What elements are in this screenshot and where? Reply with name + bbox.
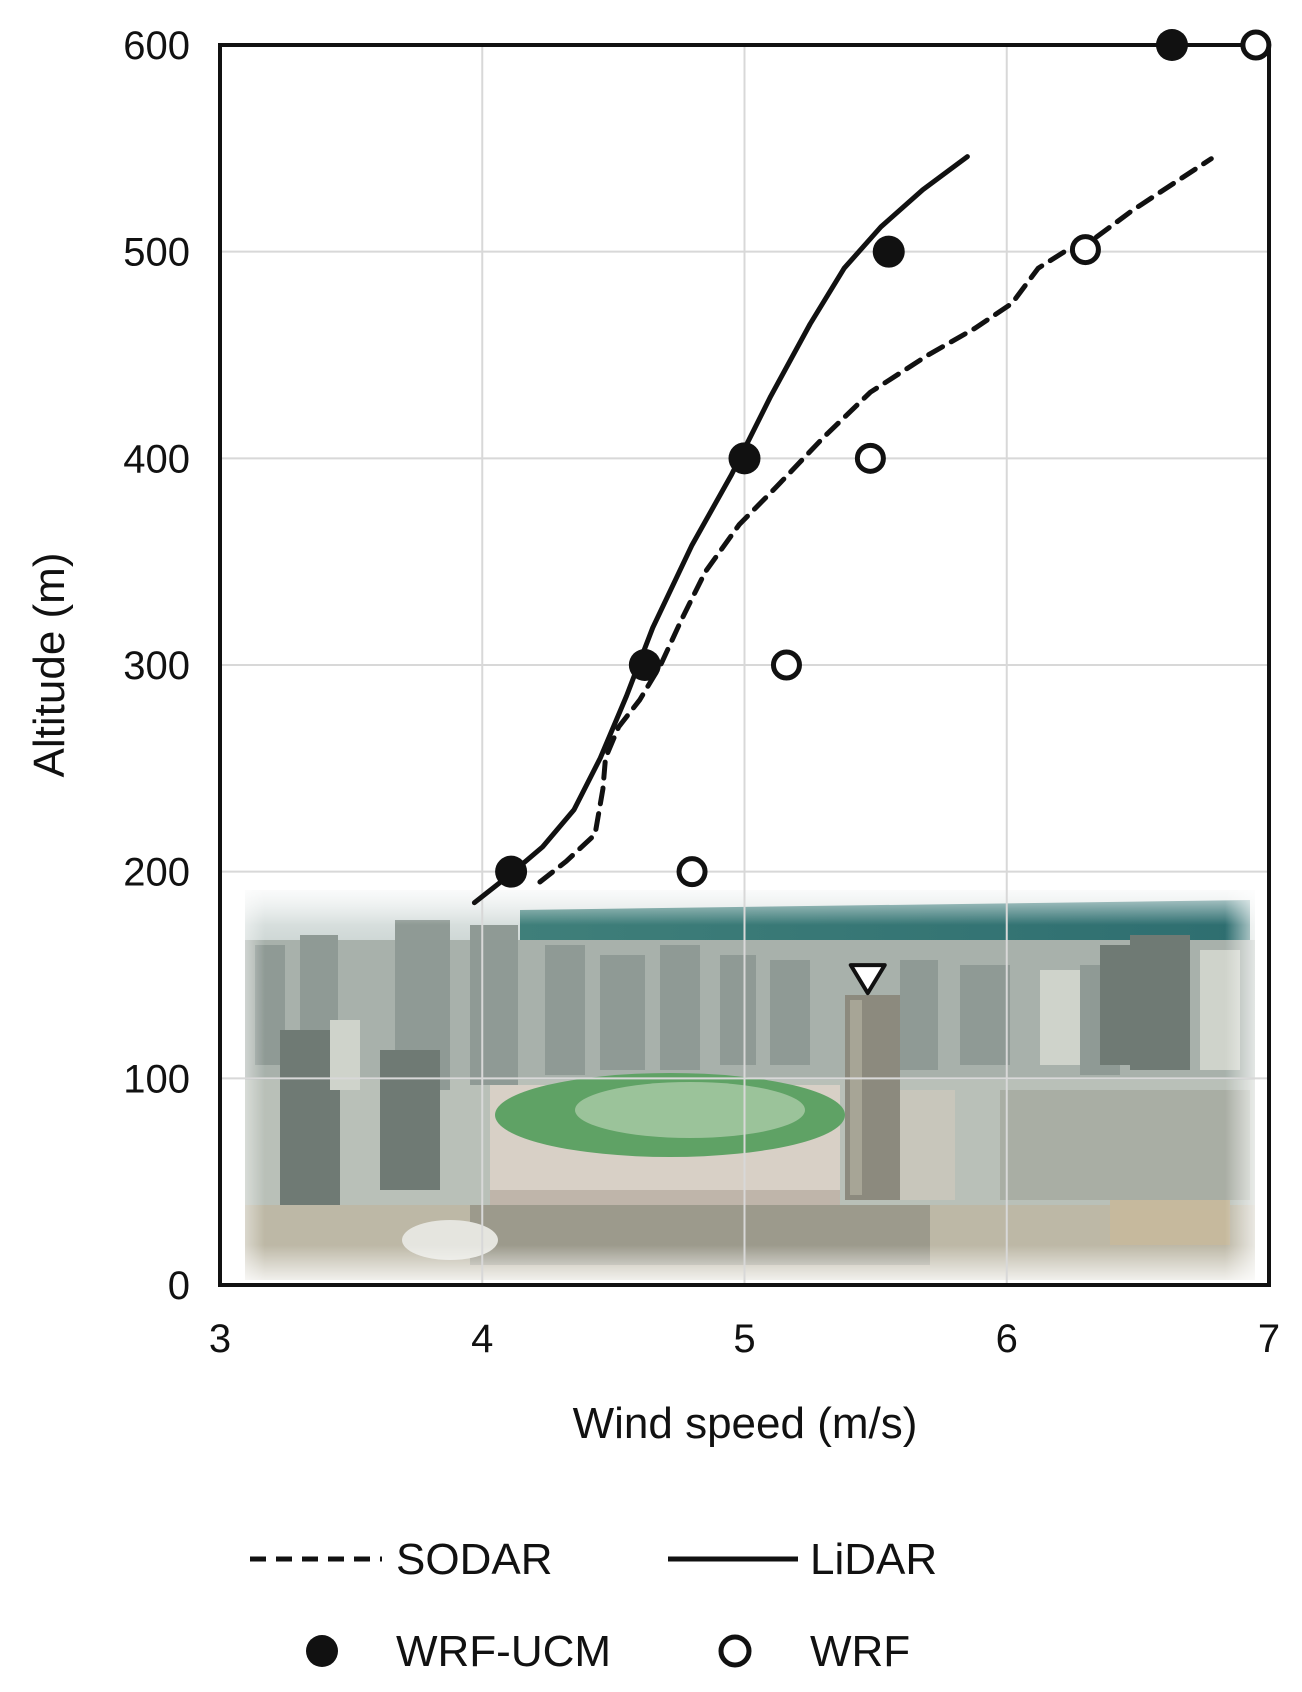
wrf-ucm-point [872,235,905,268]
legend-lidar-label: LiDAR [810,1535,937,1584]
y-tick-label: 200 [123,851,190,895]
aerial-city-photo [220,880,1269,1285]
wrf-point [676,856,708,888]
y-tick-label: 500 [123,231,190,275]
wrf-point [854,442,886,474]
wrf-ucm-point [628,649,661,681]
legend-wrf-ucm-marker [306,1635,338,1667]
plot-frame [218,43,1271,1287]
y-tick-label: 400 [123,437,190,481]
legend-wrf-marker [718,1634,752,1668]
y-tick-label: 0 [168,1264,190,1308]
wrf-point [1240,29,1272,61]
series-layer [471,29,1272,996]
x-tick-label: 3 [209,1317,231,1361]
y-tick-label: 100 [123,1057,190,1101]
x-tick-label: 4 [471,1317,493,1361]
legend-wrf-label: WRF [810,1627,910,1676]
axes [218,43,1271,1287]
wrf-ucm-point [728,442,761,475]
y-tick-label: 600 [123,24,190,68]
x-tick-label: 7 [1258,1317,1280,1361]
series-line-lidar [471,154,970,906]
legend-wrf-ucm-label: WRF-UCM [396,1627,611,1676]
legend: SODAR LiDAR WRF-UCM WRF [250,1535,937,1676]
x-tick-label: 5 [733,1317,755,1361]
x-axis-title: Wind speed (m/s) [573,1399,918,1448]
wrf-point [770,649,802,681]
y-tick-label: 300 [123,644,190,688]
wrf-ucm-point [495,855,528,888]
x-tick-label: 6 [996,1317,1018,1361]
tick-labels: 3 4 5 6 7 0 100 200 300 400 500 600 [123,24,1280,1361]
y-axis-title: Altitude (m) [25,553,74,778]
wrf-ucm-point [1155,29,1188,61]
measurement-site-marker [848,963,887,996]
grid-lines [220,45,1269,1285]
series-line-sodar [537,156,1214,885]
wrf-point [1069,234,1101,266]
legend-sodar-label: SODAR [396,1535,552,1584]
